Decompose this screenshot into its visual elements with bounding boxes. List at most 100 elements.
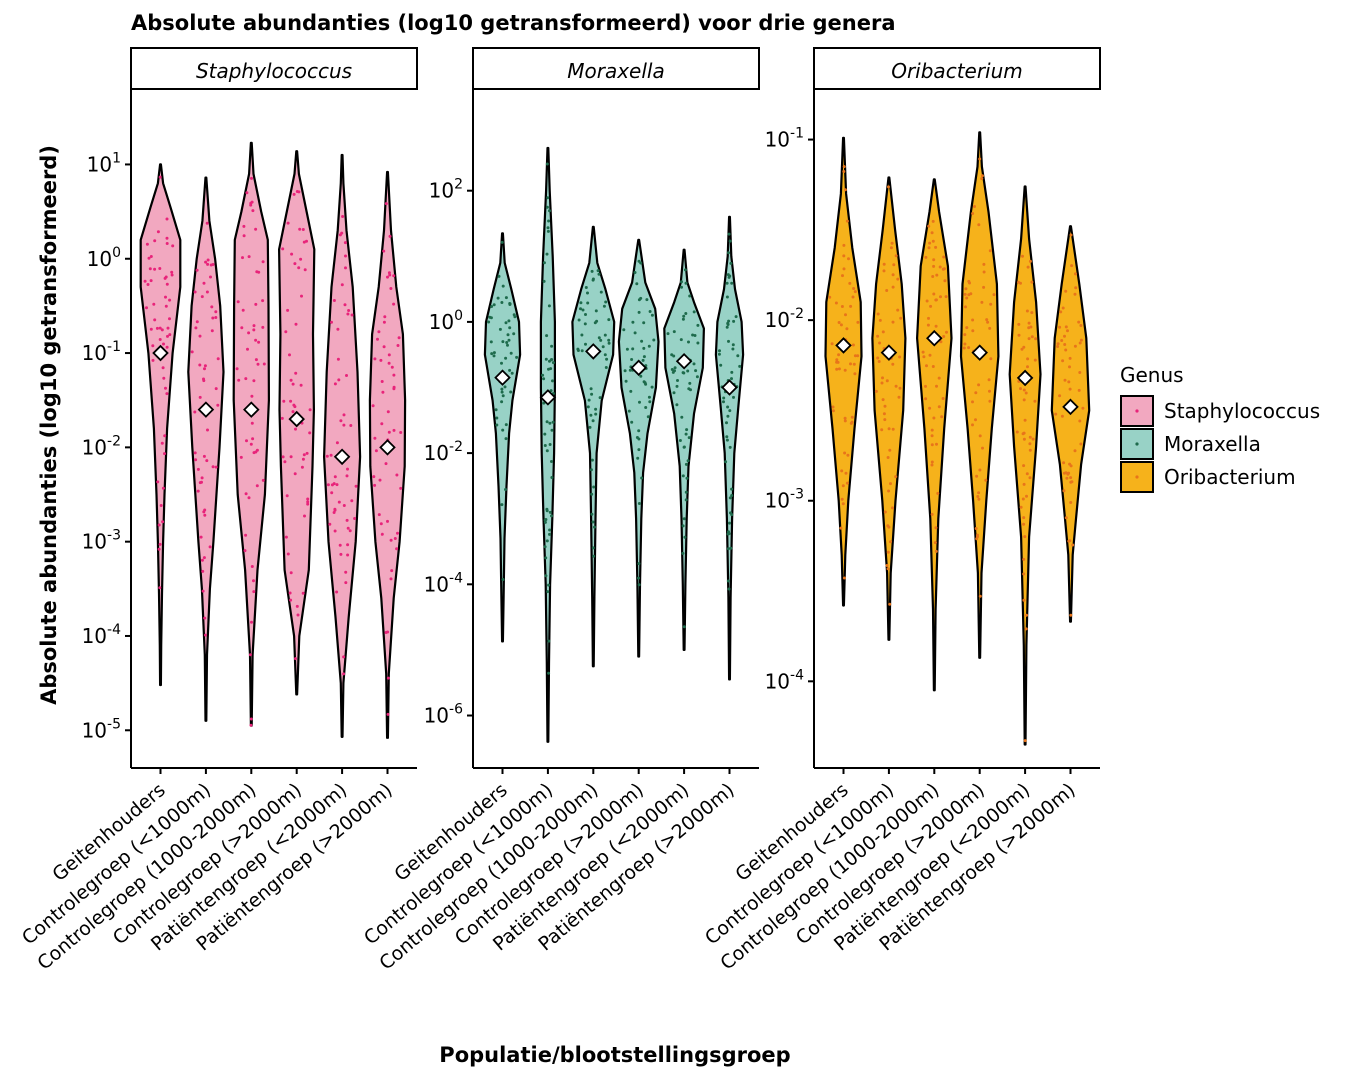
data-point bbox=[883, 404, 887, 408]
data-point bbox=[380, 380, 384, 383]
data-point bbox=[544, 574, 548, 578]
data-point bbox=[889, 246, 893, 250]
data-point bbox=[257, 340, 261, 344]
data-point bbox=[147, 256, 151, 260]
data-point bbox=[727, 232, 731, 236]
data-point bbox=[672, 391, 676, 395]
data-point bbox=[254, 358, 258, 362]
data-point bbox=[856, 354, 860, 358]
mean-marker bbox=[333, 448, 351, 466]
data-point bbox=[202, 281, 206, 285]
data-point bbox=[730, 281, 734, 285]
data-point bbox=[845, 481, 849, 485]
data-point bbox=[633, 271, 637, 274]
data-point bbox=[164, 386, 167, 390]
data-point bbox=[294, 322, 298, 326]
data-point bbox=[887, 489, 891, 493]
data-point bbox=[977, 223, 981, 227]
data-point bbox=[216, 357, 220, 361]
data-point bbox=[252, 579, 255, 583]
data-point bbox=[291, 382, 295, 386]
legend-swatch-point bbox=[1135, 475, 1139, 479]
data-point bbox=[647, 395, 651, 399]
data-point bbox=[387, 361, 391, 365]
data-point bbox=[1025, 494, 1028, 498]
data-point bbox=[682, 625, 686, 629]
data-point bbox=[332, 511, 336, 514]
data-point bbox=[988, 389, 991, 393]
data-point bbox=[594, 309, 598, 313]
data-point bbox=[1017, 333, 1021, 337]
data-point bbox=[1022, 345, 1026, 349]
data-point bbox=[374, 449, 378, 453]
data-point bbox=[1068, 387, 1072, 391]
data-point bbox=[885, 289, 889, 292]
data-point bbox=[681, 524, 685, 528]
facets: Staphylococcus 101 100 10-1 10-2 10-3 10-4 10-5… bbox=[18, 47, 1101, 975]
data-point bbox=[333, 507, 337, 511]
data-point bbox=[500, 400, 504, 404]
data-point bbox=[333, 475, 337, 479]
data-point bbox=[683, 268, 687, 272]
data-point bbox=[898, 386, 902, 390]
data-point bbox=[353, 517, 357, 520]
data-point bbox=[195, 320, 199, 324]
data-point bbox=[500, 301, 504, 304]
data-point bbox=[636, 456, 640, 460]
y-tick-label: 10-2 bbox=[82, 433, 121, 459]
data-point bbox=[852, 362, 856, 366]
data-point bbox=[584, 342, 587, 346]
data-point bbox=[1058, 325, 1062, 329]
y-tick-label: 100 bbox=[87, 245, 121, 271]
data-point bbox=[876, 356, 880, 360]
data-point bbox=[543, 432, 547, 436]
data-point bbox=[887, 185, 890, 189]
data-point bbox=[625, 347, 629, 351]
data-point bbox=[963, 292, 967, 296]
violin bbox=[539, 146, 556, 743]
data-point bbox=[1078, 371, 1082, 374]
data-point bbox=[726, 414, 730, 418]
mean-marker bbox=[379, 439, 396, 456]
data-point bbox=[607, 341, 611, 345]
data-point bbox=[329, 453, 333, 457]
data-point bbox=[286, 308, 290, 312]
mean-marker bbox=[152, 344, 169, 362]
data-point bbox=[1070, 264, 1074, 268]
data-point bbox=[726, 579, 730, 583]
data-point bbox=[194, 326, 198, 330]
data-point bbox=[383, 315, 387, 319]
data-point bbox=[841, 484, 845, 488]
data-point bbox=[732, 319, 736, 323]
data-point bbox=[340, 283, 344, 287]
data-point bbox=[931, 365, 935, 368]
data-point bbox=[691, 333, 695, 337]
data-point bbox=[198, 334, 202, 338]
data-point bbox=[199, 535, 203, 539]
data-point bbox=[738, 364, 742, 368]
data-point bbox=[390, 569, 394, 573]
legend-item-moraxella: Moraxella bbox=[1120, 428, 1261, 460]
data-point bbox=[964, 287, 968, 291]
data-point bbox=[542, 377, 546, 381]
data-point bbox=[381, 390, 385, 394]
data-point bbox=[305, 451, 309, 455]
data-point bbox=[332, 299, 336, 302]
data-point bbox=[882, 262, 886, 266]
data-point bbox=[152, 302, 156, 306]
data-point bbox=[194, 458, 198, 462]
data-point bbox=[730, 377, 733, 381]
data-point bbox=[1020, 347, 1024, 351]
data-point bbox=[166, 326, 170, 330]
data-point bbox=[695, 375, 699, 379]
data-point bbox=[842, 576, 846, 580]
data-point bbox=[673, 369, 676, 373]
data-point bbox=[888, 448, 892, 452]
data-point bbox=[886, 456, 890, 459]
data-point bbox=[830, 342, 834, 346]
data-point bbox=[941, 397, 945, 400]
data-point bbox=[347, 309, 351, 312]
data-point bbox=[586, 405, 590, 409]
mean-marker bbox=[494, 369, 511, 386]
data-point bbox=[300, 465, 304, 469]
